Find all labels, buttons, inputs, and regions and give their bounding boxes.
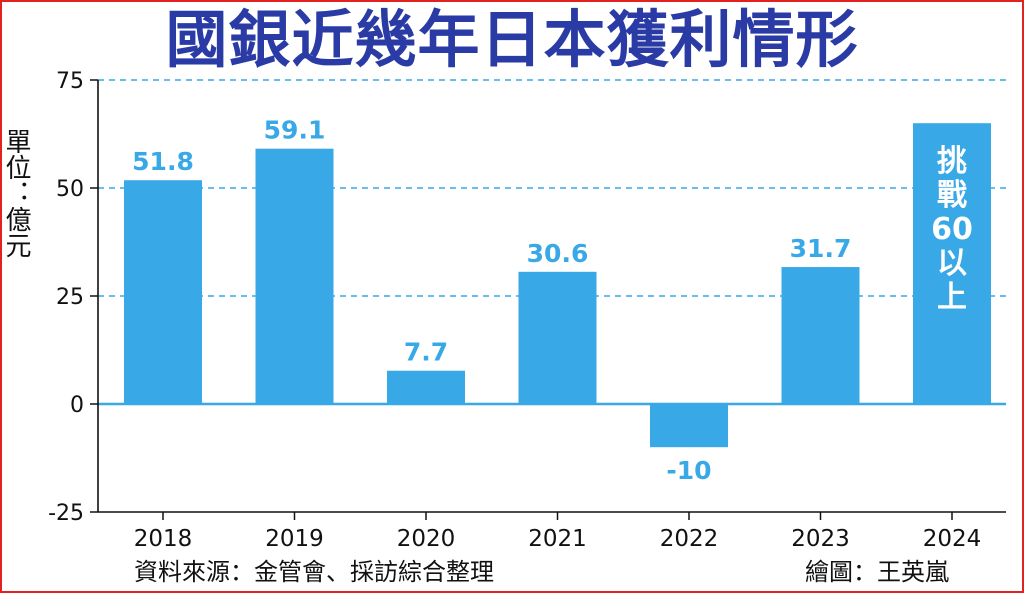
data-label-2019: 59.1 (264, 116, 326, 145)
category-label-2023: 2023 (791, 526, 850, 552)
category-label-2019: 2019 (265, 526, 324, 552)
y-axis-unit-label: 單位：億元 (1, 128, 31, 258)
chart-title: 國銀近幾年日本獲利情形 (165, 3, 859, 76)
category-label-2020: 2020 (397, 526, 456, 552)
credit-note: 繪圖：王英嵐 (805, 558, 949, 586)
data-label-2020: 7.7 (404, 338, 448, 367)
target-label-line-4: 上 (937, 280, 967, 315)
data-label-2022: -10 (666, 456, 711, 485)
bars (124, 123, 991, 448)
data-label-2023: 31.7 (790, 234, 852, 263)
bar-2019 (255, 148, 334, 404)
ytick-label-75: 75 (56, 69, 84, 94)
x-axis-categories: 2018 2019 2020 2021 2022 2023 2024 (134, 512, 982, 552)
bar-2020 (387, 370, 465, 404)
bar-2023 (781, 267, 860, 404)
target-label-line-0: 挑 (937, 144, 967, 179)
bar-2021 (518, 271, 597, 404)
category-label-2022: 2022 (660, 526, 719, 552)
category-label-2021: 2021 (528, 526, 587, 552)
data-label-2021: 30.6 (527, 239, 589, 268)
axes (97, 80, 1006, 513)
y-axis-ticks: 75 50 25 0 -25 (48, 69, 98, 526)
ytick-label--25: -25 (48, 501, 84, 526)
bar-2018 (124, 180, 202, 404)
source-note: 資料來源：金管會、採訪綜合整理 (134, 558, 494, 586)
ytick-label-0: 0 (70, 393, 84, 418)
target-label-line-1: 戰 (937, 178, 967, 213)
data-label-2018: 51.8 (132, 147, 194, 176)
ytick-label-50: 50 (56, 177, 84, 202)
category-label-2018: 2018 (134, 526, 193, 552)
bar-2022 (650, 404, 728, 448)
target-label-line-3: 以 (937, 246, 967, 281)
bar-2024 (913, 123, 991, 404)
ytick-label-25: 25 (56, 285, 84, 310)
category-label-2024: 2024 (923, 526, 982, 552)
target-label-line-2: 60 (931, 212, 973, 247)
